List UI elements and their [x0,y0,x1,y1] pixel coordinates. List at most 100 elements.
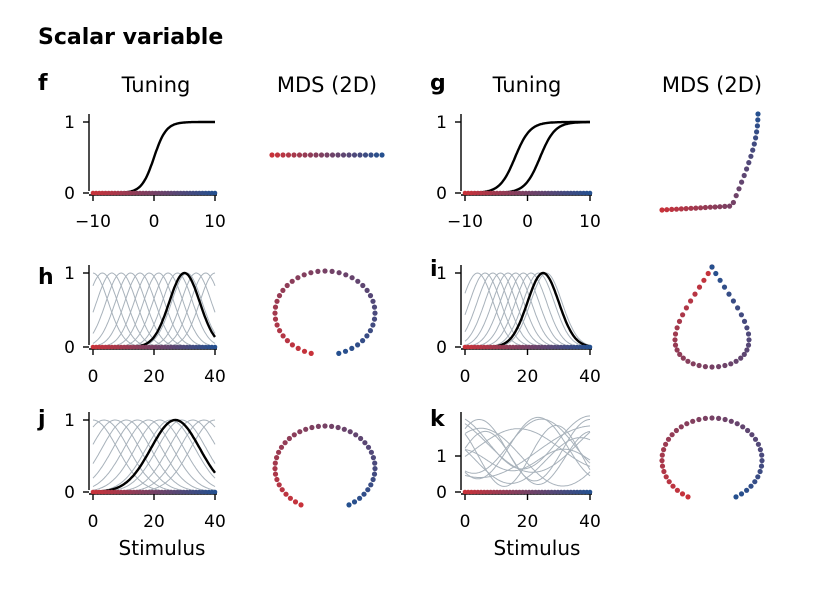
mds-point-g [748,153,754,159]
mds-point-f [357,152,363,158]
stimulus-point-k [542,489,548,495]
mds-point-f [280,152,286,158]
mds-point-f [269,152,275,158]
mds-point-i [672,342,679,348]
mds-point-g [673,206,680,212]
stimulus-point-g [520,190,525,196]
mds-point-k [663,474,669,480]
mds-point-k [757,468,763,475]
x-tick-label-h: 0 [88,367,99,387]
mds-point-k [659,463,666,469]
stimulus-point-g [488,190,493,196]
mds-point-j [274,455,280,461]
stimulus-point-g [542,190,548,196]
stimulus-point-k [539,489,545,495]
mds-point-k [663,441,669,447]
mds-point-j [276,482,282,488]
header-tuning-right: Tuning [492,73,562,97]
mds-point-h [355,278,361,284]
mds-point-h [276,293,283,299]
stimulus-point-g [472,190,477,196]
x-tick-label-g: −10 [447,212,483,232]
mds-point-k [744,487,750,493]
mds-point-j [286,435,292,442]
mds-point-h [342,348,349,354]
stimulus-point-k [510,489,516,495]
stimulus-point-g [491,190,497,196]
x-tick-label-i: 0 [460,367,471,387]
stimulus-point-k [526,489,532,495]
mds-point-i [692,291,698,297]
mds-point-h [364,333,370,339]
tuning-curve-k [464,419,590,482]
mds-point-j [291,432,297,438]
stimulus-point-k [533,489,538,495]
stimulus-point-i [571,344,577,350]
stimulus-point-g [581,190,586,196]
tuning-curve-k [464,430,591,485]
mds-point-h [280,333,286,339]
y-tick-label-k: 1 [436,447,447,467]
stimulus-point-i [517,344,522,350]
mds-point-f [318,152,325,158]
mds-point-i [701,277,707,283]
stimulus-point-k [478,489,484,495]
x-tick-label-h: 40 [204,367,226,387]
mds-point-h [371,304,378,310]
mds-point-i [722,362,728,369]
mds-point-j [315,423,321,429]
stimulus-point-g [578,190,583,196]
mds-point-g [730,199,737,206]
mds-point-f [285,152,292,158]
mds-point-k [740,424,746,430]
tuning-curve-j [93,419,216,493]
mds-point-h [370,322,376,328]
stimulus-point-i [488,344,493,350]
tuning-curve-j [92,419,215,493]
mds-point-f [274,152,281,158]
stimulus-point-g [497,190,503,196]
stimulus-point-i [562,344,567,350]
mds-point-k [665,436,672,442]
mds-point-k [661,447,667,453]
mds-point-g [753,135,759,141]
stimulus-point-k [507,489,513,495]
stimulus-point-g [462,190,468,196]
mds-point-j [329,423,335,429]
mds-point-i [741,351,747,357]
stimulus-point-i [485,344,490,350]
stimulus-point-k [472,489,477,495]
mds-point-j [361,491,367,497]
tuning-curve-k [464,425,591,478]
header-mds-left: MDS (2D) [277,73,377,97]
stimulus-point-k [584,489,590,495]
mds-point-i [746,337,752,343]
mds-point-i [716,364,722,370]
mds-point-k [684,421,690,427]
mds-point-h [349,275,355,281]
mds-point-g [741,172,747,179]
stimulus-point-g [481,190,487,196]
mds-point-h [329,268,335,274]
mds-point-j [292,499,299,505]
y-tick-label-j: 1 [64,411,75,431]
mds-point-f [351,152,358,158]
stimulus-point-g [558,190,564,196]
mds-point-f [346,152,352,158]
mds-point-k [748,483,754,489]
mds-point-i [672,337,678,343]
mds-point-k [669,432,675,438]
stimulus-point-g [510,190,516,196]
stimulus-point-i [494,344,500,350]
mds-point-j [353,432,359,438]
stimulus-point-k [558,489,564,495]
mds-point-k [733,494,739,500]
mds-point-f [296,152,303,158]
x-tick-label-i: 40 [579,367,601,387]
mds-point-k [757,447,764,453]
stimulus-point-k [501,489,506,495]
stimulus-point-i [510,344,516,350]
mds-point-h [280,287,286,293]
mds-point-h [360,338,366,344]
mds-point-g [750,147,756,153]
